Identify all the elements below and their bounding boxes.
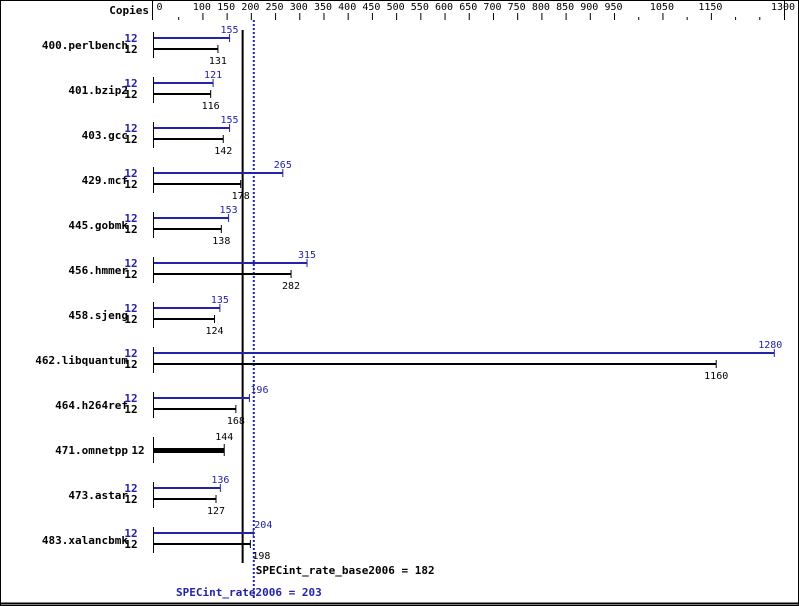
x-tick-label: 1300 (771, 2, 795, 13)
peak-value-label: 204 (254, 520, 272, 531)
peak-value-label: 315 (298, 250, 316, 261)
base-value-label: 116 (202, 101, 220, 112)
benchmark-label: 464.h264ref (55, 399, 128, 412)
base-value-label: 131 (209, 56, 227, 67)
base-copies: 12 (124, 313, 137, 326)
peak-value-label: 153 (220, 205, 238, 216)
base-value-label: 124 (206, 326, 224, 337)
base-value-label: 198 (252, 551, 270, 562)
base-copies: 12 (124, 133, 137, 146)
benchmark-label: 429.mcf (82, 174, 128, 187)
x-tick-label: 400 (338, 2, 356, 13)
base-copies: 12 (124, 223, 137, 236)
benchmark-label: 456.hmmer (68, 264, 128, 277)
base-copies: 12 (124, 493, 137, 506)
base-copies: 12 (124, 358, 137, 371)
x-tick-label: 550 (411, 2, 429, 13)
benchmark-label: 471.omnetpp (55, 444, 128, 457)
base-value-label: 144 (215, 432, 233, 443)
peak-copies: 12 (124, 347, 137, 360)
peak-value-label: 155 (221, 115, 239, 126)
base-copies: 12 (124, 268, 137, 281)
peak-value-label: 135 (211, 295, 229, 306)
x-tick-label: 850 (556, 2, 574, 13)
peak-copies: 12 (124, 212, 137, 225)
benchmark-label: 400.perlbench (42, 39, 128, 52)
copies-header: Copies (109, 4, 149, 17)
x-tick-label: 0 (157, 2, 163, 13)
x-tick-label: 300 (290, 2, 308, 13)
x-tick-label: 1150 (698, 2, 722, 13)
base-copies: 12 (124, 43, 137, 56)
peak-copies: 12 (124, 32, 137, 45)
peak-copies: 12 (124, 392, 137, 405)
base-value-label: 178 (232, 191, 250, 202)
base-value-label: 142 (214, 146, 232, 157)
x-tick-label: 900 (580, 2, 598, 13)
benchmark-label: 445.gobmk (68, 219, 128, 232)
peak-value-label: 121 (204, 70, 222, 81)
benchmark-label: 458.sjeng (68, 309, 128, 322)
base-copies: 12 (124, 178, 137, 191)
benchmark-label: 403.gcc (82, 129, 128, 142)
x-tick-label: 250 (266, 2, 284, 13)
base-value-label: 282 (282, 281, 300, 292)
x-tick-label: 600 (435, 2, 453, 13)
base-copies: 12 (124, 403, 137, 416)
peak-copies: 12 (124, 77, 137, 90)
base-copies: 12 (124, 88, 137, 101)
base-value-label: 127 (207, 506, 225, 517)
peak-copies: 12 (124, 167, 137, 180)
x-tick-label: 650 (459, 2, 477, 13)
x-tick-label: 700 (483, 2, 501, 13)
base-value-label: 138 (212, 236, 230, 247)
peak-copies: 12 (124, 302, 137, 315)
peak-copies: 12 (124, 122, 137, 135)
peak-value-label: 155 (221, 25, 239, 36)
base-copies: 12 (124, 538, 137, 551)
base-value-label: 168 (227, 416, 245, 427)
x-tick-label: 150 (217, 2, 235, 13)
x-tick-label: 450 (362, 2, 380, 13)
x-tick-label: 800 (532, 2, 550, 13)
benchmark-label: 462.libquantum (35, 354, 128, 367)
peak-copies: 12 (124, 257, 137, 270)
x-tick-label: 100 (193, 2, 211, 13)
peak-value-label: 1280 (758, 340, 782, 351)
peak-copies: 12 (124, 482, 137, 495)
benchmark-label: 401.bzip2 (68, 84, 128, 97)
x-tick-label: 200 (241, 2, 259, 13)
base-reference-label: SPECint_rate_base2006 = 182 (256, 564, 435, 577)
peak-value-label: 136 (211, 475, 229, 486)
x-tick-label: 350 (314, 2, 332, 13)
peak-value-label: 196 (250, 385, 268, 396)
x-tick-label: 750 (508, 2, 526, 13)
benchmark-label: 473.astar (68, 489, 128, 502)
base-value-label: 1160 (704, 371, 728, 382)
x-tick-label: 500 (387, 2, 405, 13)
x-tick-label: 1050 (650, 2, 674, 13)
peak-value-label: 265 (274, 160, 292, 171)
x-tick-label: 950 (604, 2, 622, 13)
base-copies: 12 (131, 444, 144, 457)
peak-copies: 12 (124, 527, 137, 540)
base-bar (154, 448, 225, 453)
benchmark-label: 483.xalancbmk (42, 534, 128, 547)
peak-reference-label: SPECint_rate2006 = 203 (176, 586, 322, 599)
